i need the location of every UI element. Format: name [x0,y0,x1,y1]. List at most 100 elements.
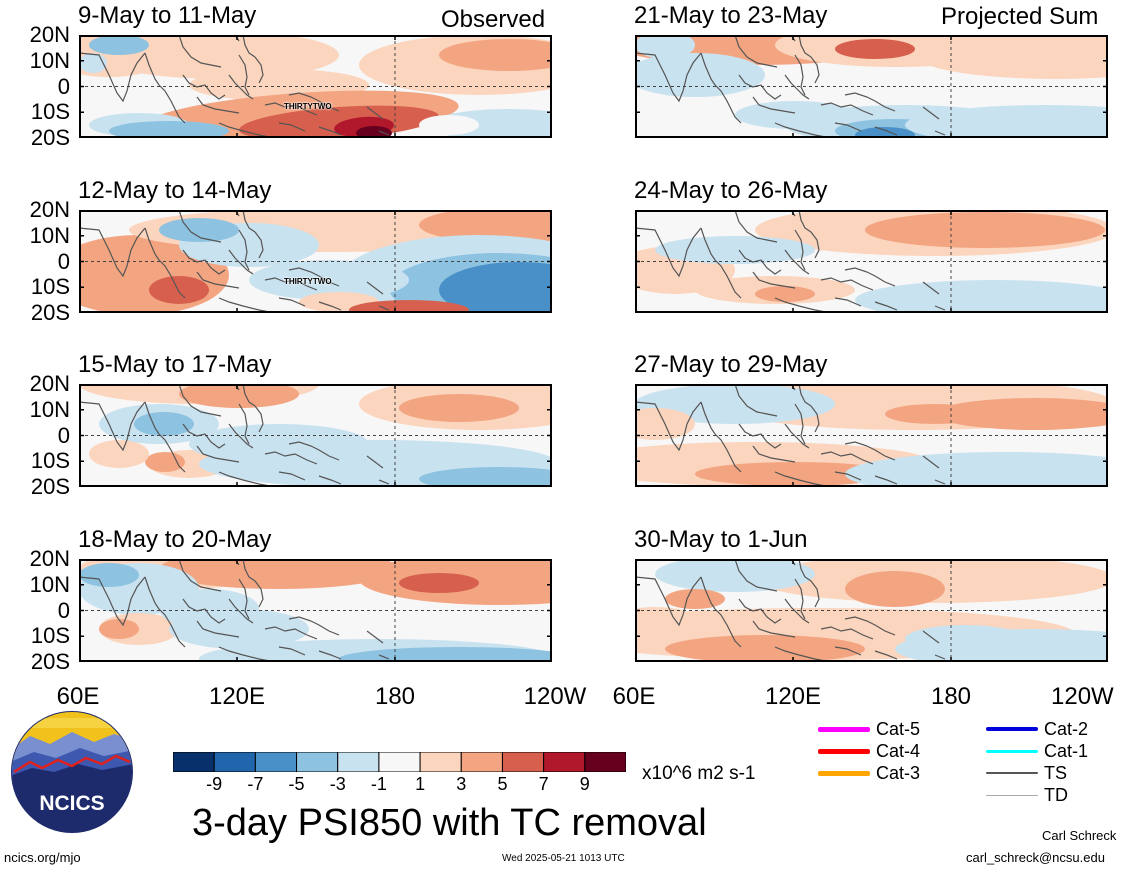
contour-region [189,424,369,464]
colorbar-tick-label: 3 [456,774,467,794]
coastline [158,259,186,299]
colorbar-tick-label: -5 [288,774,305,794]
lat-label: 10N [29,396,70,422]
lat-label: 20N [29,371,70,396]
map-panel [635,384,1108,487]
contour-region [665,635,865,662]
colorbar-swatch [543,751,586,773]
contour-region [89,35,149,55]
footer-email[interactable]: carl_schreck@ncsu.edu [966,850,1105,865]
coastline [784,423,810,449]
lon-label-60e: 60E [56,683,100,710]
coastline [366,630,384,644]
contour-region [399,394,519,422]
coastline [264,277,318,291]
panel-title: 12-May to 14-May [78,177,272,204]
coastline [738,74,782,100]
coastline [844,92,896,112]
panel-frame [635,559,1108,662]
coastline [288,616,340,636]
coastline [738,598,782,624]
coastline [254,56,264,84]
colorbar-swatch [254,751,298,773]
contour-region [439,262,552,313]
contour-region [349,300,469,313]
legend-line-swatch [818,726,870,732]
coastline [844,267,896,287]
coastline [820,277,874,291]
coastline [798,559,812,582]
coastline [242,35,256,58]
coastline [158,433,186,473]
contour-region [399,573,479,593]
coastline [238,54,250,96]
coastline [844,441,896,461]
coastline [700,576,716,610]
colorbar-swatch [584,751,627,773]
coastline [178,384,222,417]
coastline [834,471,862,481]
contour-region [134,412,194,436]
contour-region [875,300,1035,313]
coastline [714,259,742,299]
contour-region [439,39,552,71]
colorbar-tick-label: -7 [247,774,264,794]
coastline [700,227,716,261]
coastline [178,35,222,68]
coastline [318,126,342,136]
coastline [922,106,940,120]
coastline [144,227,160,261]
coastline [798,384,812,407]
figure-title: 3-day PSI850 with TC removal [192,802,707,844]
coastline [738,249,782,275]
panel-title: 15-May to 17-May [78,351,272,378]
contour-region [419,210,552,243]
panel-frame [79,384,552,487]
panel-title: 27-May to 29-May [634,351,828,378]
lon-label-120e: 120E [208,683,266,710]
coastline [278,122,306,132]
coastline [922,281,940,295]
legend-label: Cat-5 [876,719,921,739]
coastline [178,210,222,243]
contour-region [99,619,139,639]
colorbar-tick-label: 5 [497,774,508,794]
coastline [242,384,256,407]
coastline [714,84,742,124]
coastline [238,229,250,271]
lat-label: 20N [29,22,70,47]
contour-region [145,452,185,472]
contour-region [635,35,695,59]
contour-region [845,571,945,607]
contour-region [179,384,299,408]
legend-line-swatch [986,772,1038,774]
coastline [182,598,226,624]
legend-line-swatch [818,770,870,776]
colorbar-units: x10^6 m2 s-1 [642,763,756,784]
contour-region [885,404,985,424]
legend-label: TD [1044,785,1068,805]
coastline [79,52,146,103]
coastline [734,384,778,417]
coastline [820,626,874,640]
coastline [635,52,702,103]
footer-author: Carl Schreck [1042,828,1117,843]
coastline [288,267,340,287]
coastline [798,35,812,58]
footer-url[interactable]: ncics.org/mjo [4,850,81,865]
coastline [254,580,264,608]
coastline [182,249,226,275]
colorbar-tick-label: -3 [329,774,346,794]
coastline [254,231,264,259]
coastline [182,74,226,100]
lat-label: 10S [30,448,70,474]
coastline [378,479,390,485]
panel-title: 9-May to 11-May [78,2,257,29]
lat-label: 20S [30,649,70,674]
map-panel: THIRTYTWO [79,210,552,313]
map-panel: THIRTYTWO [79,35,552,138]
coastline [752,271,796,289]
coastline [635,401,702,452]
lat-label: 10S [30,99,70,125]
colorbar-swatch [213,751,256,773]
